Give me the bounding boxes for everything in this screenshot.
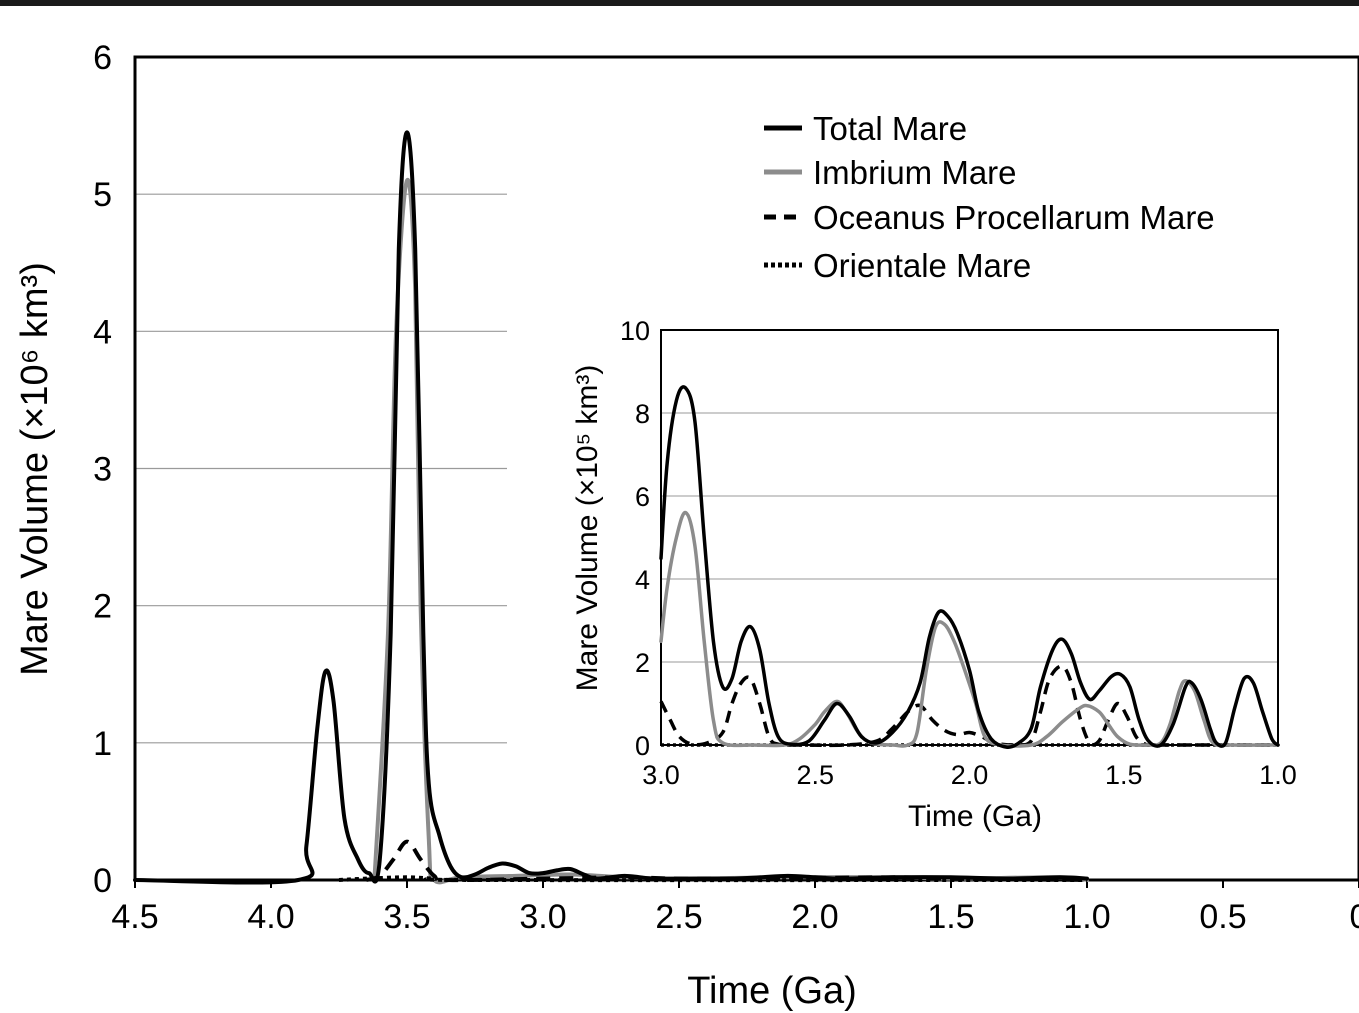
inset-series-lines	[659, 385, 1280, 749]
legend-label-oceanus-procellarum-mare: Oceanus Procellarum Mare	[813, 199, 1215, 236]
inset-x-tick-labels: 3.0 2.5 2.0 1.5 1.0	[642, 760, 1297, 790]
legend-label-total-mare: Total Mare	[813, 110, 967, 147]
inset-gridlines	[661, 412, 1278, 663]
inset-y-tick-labels: 0 2 4 6 8 10	[620, 316, 650, 761]
inset-x-tick-label: 1.0	[1259, 760, 1297, 790]
main-x-tick-label: 4.0	[247, 898, 294, 936]
main-x-tick-label: 3.0	[519, 898, 566, 936]
inset-chart: 3.0 2.5 2.0 1.5 1.0 0 2 4 6 8 10 Time (Ga) Mare V…	[571, 316, 1297, 833]
main-x-tick-label: 2.5	[655, 898, 702, 936]
main-y-axis-title: Mare Volume (×10⁶ km³)	[14, 262, 56, 676]
main-x-tick-label: 0	[1350, 898, 1359, 936]
main-series-lines	[133, 130, 1089, 885]
inset-series-oceanus-procellarum-mare	[659, 664, 1279, 748]
inset-y-tick-label: 8	[635, 399, 650, 429]
inset-x-tick-label: 2.0	[951, 760, 989, 790]
main-x-tick-labels: 4.5 4.0 3.5 3.0 2.5 2.0 1.5 1.0 0.5 0	[111, 898, 1359, 936]
main-x-axis-title: Time (Ga)	[687, 970, 857, 1012]
main-x-tick-label: 2.0	[791, 898, 838, 936]
inset-y-tick-label: 2	[635, 648, 650, 678]
main-chart: 4.5 4.0 3.5 3.0 2.5 2.0 1.5 1.0 0.5 0 0 1 2 3 4 5 6 Tim…	[14, 39, 1359, 1012]
inset-x-tick-label: 2.5	[796, 760, 834, 790]
main-y-tick-label: 1	[93, 725, 112, 763]
main-x-tick-label: 1.0	[1063, 898, 1110, 936]
main-x-tick-label: 0.5	[1199, 898, 1246, 936]
main-series-total-mare	[133, 130, 1089, 885]
inset-y-tick-label: 4	[635, 565, 650, 595]
main-y-tick-label: 0	[93, 862, 112, 900]
main-y-tick-label: 4	[93, 313, 112, 351]
main-y-tick-label: 5	[93, 176, 112, 214]
inset-x-axis-title: Time (Ga)	[908, 800, 1042, 833]
top-edge-band	[0, 0, 1359, 6]
main-y-tick-labels: 0 1 2 3 4 5 6	[93, 39, 112, 900]
main-y-tick-label: 2	[93, 588, 112, 626]
legend-label-orientale-mare: Orientale Mare	[813, 247, 1031, 284]
inset-x-tick-label: 1.5	[1105, 760, 1143, 790]
inset-series-total-mare	[659, 385, 1280, 749]
main-x-tick-label: 4.5	[111, 898, 158, 936]
inset-y-tick-label: 10	[620, 316, 650, 346]
inset-y-tick-label: 6	[635, 482, 650, 512]
main-x-tick-label: 3.5	[383, 898, 430, 936]
inset-x-tick-label: 3.0	[642, 760, 680, 790]
inset-y-tick-label: 0	[635, 731, 650, 761]
main-gridlines	[135, 193, 507, 744]
main-y-tick-label: 6	[93, 39, 112, 77]
legend: Total Mare Imbrium Mare Oceanus Procellaru…	[764, 110, 1215, 284]
main-y-tick-label: 3	[93, 451, 112, 489]
main-x-tick-label: 1.5	[927, 898, 974, 936]
inset-y-axis-title: Mare Volume (×10⁵ km³)	[571, 365, 604, 692]
legend-label-imbrium-mare: Imbrium Mare	[813, 154, 1017, 191]
